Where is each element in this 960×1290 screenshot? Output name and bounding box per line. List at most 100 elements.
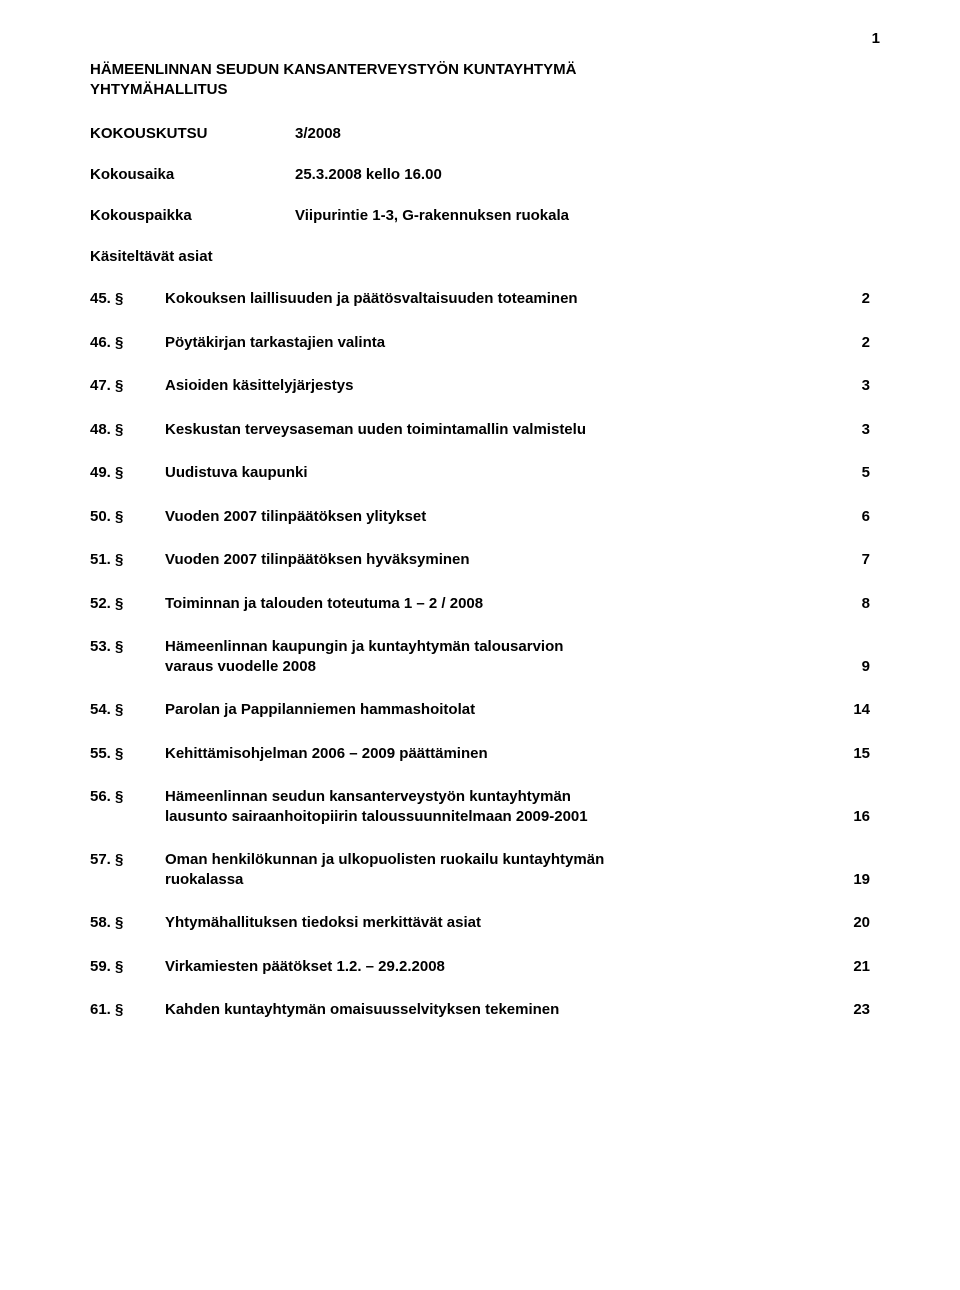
header-line-1: HÄMEENLINNAN SEUDUN KANSANTERVEYSTYÖN KU…: [90, 60, 870, 80]
agenda-item: 49. §Uudistuva kaupunki5: [90, 463, 870, 483]
agenda-item-text-wrap: Uudistuva kaupunki5: [165, 463, 870, 483]
agenda-item-text: Vuoden 2007 tilinpäätöksen hyväksyminen: [165, 550, 840, 570]
agenda-item-text: Asioiden käsittelyjärjestys: [165, 376, 840, 396]
document-header: HÄMEENLINNAN SEUDUN KANSANTERVEYSTYÖN KU…: [90, 60, 870, 99]
agenda-item-number: 61. §: [90, 1000, 165, 1020]
notice-value: 3/2008: [295, 125, 870, 142]
agenda-item-text: Uudistuva kaupunki: [165, 463, 840, 483]
agenda-item-text-line: lausunto sairaanhoitopiirin taloussuunni…: [165, 807, 840, 827]
agenda-item: 55. §Kehittämisohjelman 2006 – 2009 päät…: [90, 744, 870, 764]
agenda-item-text-wrap: Keskustan terveysaseman uuden toimintama…: [165, 420, 870, 440]
agenda-item-number: 52. §: [90, 594, 165, 614]
agenda-item-page: 6: [840, 507, 870, 527]
agenda-item-number: 47. §: [90, 376, 165, 396]
agenda-item-text-wrap: Vuoden 2007 tilinpäätöksen hyväksyminen7: [165, 550, 870, 570]
agenda-item-number: 49. §: [90, 463, 165, 483]
agenda-item-text-line: Hämeenlinnan kaupungin ja kuntayhtymän t…: [165, 637, 563, 657]
agenda-item-number: 57. §: [90, 850, 165, 889]
agenda-item-text: Kehittämisohjelman 2006 – 2009 päättämin…: [165, 744, 840, 764]
agenda-item-page: 2: [840, 289, 870, 309]
agenda-item-number: 45. §: [90, 289, 165, 309]
agenda-item-text-wrap: Vuoden 2007 tilinpäätöksen ylitykset6: [165, 507, 870, 527]
agenda-item: 56. §Hämeenlinnan seudun kansanterveysty…: [90, 787, 870, 826]
place-label: Kokouspaikka: [90, 207, 295, 224]
agenda-item-page: 7: [840, 550, 870, 570]
agenda-item-page: 9: [840, 657, 870, 677]
agenda-item-text-wrap: Yhtymähallituksen tiedoksi merkittävät a…: [165, 913, 870, 933]
agenda-item-page: 16: [840, 807, 870, 827]
agenda-item-lastline: varaus vuodelle 20089: [165, 657, 870, 677]
agenda-item-text: Vuoden 2007 tilinpäätöksen ylitykset: [165, 507, 840, 527]
agenda-item-number: 48. §: [90, 420, 165, 440]
agenda-item-text-wrap: Hämeenlinnan kaupungin ja kuntayhtymän t…: [165, 637, 870, 676]
agenda-item-page: 14: [840, 700, 870, 720]
agenda-item-number: 51. §: [90, 550, 165, 570]
agenda-item-lastline: ruokalassa19: [165, 870, 870, 890]
agenda-item-number: 56. §: [90, 787, 165, 826]
agenda-item: 58. §Yhtymähallituksen tiedoksi merkittä…: [90, 913, 870, 933]
agenda-item: 54. §Parolan ja Pappilanniemen hammashoi…: [90, 700, 870, 720]
time-value: 25.3.2008 kello 16.00: [295, 166, 870, 183]
agenda-item-text-line: varaus vuodelle 2008: [165, 657, 840, 677]
page-number: 1: [872, 30, 880, 47]
agenda-item: 52. §Toiminnan ja talouden toteutuma 1 –…: [90, 594, 870, 614]
agenda-item: 45. §Kokouksen laillisuuden ja päätösval…: [90, 289, 870, 309]
place-value: Viipurintie 1-3, G-rakennuksen ruokala: [295, 207, 870, 224]
agenda-item-number: 53. §: [90, 637, 165, 676]
agenda-item-number: 54. §: [90, 700, 165, 720]
agenda-title: Käsiteltävät asiat: [90, 248, 870, 265]
agenda-item: 57. §Oman henkilökunnan ja ulkopuolisten…: [90, 850, 870, 889]
agenda-item-text-wrap: Kehittämisohjelman 2006 – 2009 päättämin…: [165, 744, 870, 764]
agenda-item: 47. §Asioiden käsittelyjärjestys3: [90, 376, 870, 396]
agenda-item: 46. §Pöytäkirjan tarkastajien valinta2: [90, 333, 870, 353]
agenda-item-page: 3: [840, 420, 870, 440]
agenda-item: 50. §Vuoden 2007 tilinpäätöksen ylitykse…: [90, 507, 870, 527]
agenda-item-number: 55. §: [90, 744, 165, 764]
agenda-item: 48. §Keskustan terveysaseman uuden toimi…: [90, 420, 870, 440]
agenda-item-text-line: ruokalassa: [165, 870, 840, 890]
agenda-item: 51. §Vuoden 2007 tilinpäätöksen hyväksym…: [90, 550, 870, 570]
agenda-item-text: Kokouksen laillisuuden ja päätösvaltaisu…: [165, 289, 840, 309]
agenda-item-page: 8: [840, 594, 870, 614]
agenda-item-text: Yhtymähallituksen tiedoksi merkittävät a…: [165, 913, 840, 933]
agenda-list: 45. §Kokouksen laillisuuden ja päätösval…: [90, 289, 870, 1020]
agenda-item-number: 59. §: [90, 957, 165, 977]
agenda-item-text-wrap: Oman henkilökunnan ja ulkopuolisten ruok…: [165, 850, 870, 889]
agenda-item-text: Virkamiesten päätökset 1.2. – 29.2.2008: [165, 957, 840, 977]
agenda-item-text-wrap: Kokouksen laillisuuden ja päätösvaltaisu…: [165, 289, 870, 309]
agenda-item-page: 20: [840, 913, 870, 933]
agenda-item-page: 3: [840, 376, 870, 396]
agenda-item-lastline: lausunto sairaanhoitopiirin taloussuunni…: [165, 807, 870, 827]
meeting-time-row: Kokousaika 25.3.2008 kello 16.00: [90, 166, 870, 183]
agenda-item-text-wrap: Hämeenlinnan seudun kansanterveystyön ku…: [165, 787, 870, 826]
header-line-2: YHTYMÄHALLITUS: [90, 80, 870, 100]
agenda-item: 61. §Kahden kuntayhtymän omaisuusselvity…: [90, 1000, 870, 1020]
agenda-item-text: Pöytäkirjan tarkastajien valinta: [165, 333, 840, 353]
agenda-item-text-wrap: Parolan ja Pappilanniemen hammashoitolat…: [165, 700, 870, 720]
agenda-item-text: Toiminnan ja talouden toteutuma 1 – 2 / …: [165, 594, 840, 614]
agenda-item-page: 21: [840, 957, 870, 977]
agenda-item-text-wrap: Asioiden käsittelyjärjestys3: [165, 376, 870, 396]
agenda-item-number: 50. §: [90, 507, 165, 527]
agenda-item-text-line: Oman henkilökunnan ja ulkopuolisten ruok…: [165, 850, 604, 870]
time-label: Kokousaika: [90, 166, 295, 183]
agenda-item-text: Keskustan terveysaseman uuden toimintama…: [165, 420, 840, 440]
agenda-item-text: Kahden kuntayhtymän omaisuusselvityksen …: [165, 1000, 840, 1020]
meeting-place-row: Kokouspaikka Viipurintie 1-3, G-rakennuk…: [90, 207, 870, 224]
agenda-item-text-wrap: Virkamiesten päätökset 1.2. – 29.2.20082…: [165, 957, 870, 977]
agenda-item-text-wrap: Pöytäkirjan tarkastajien valinta2: [165, 333, 870, 353]
agenda-item-text-line: Hämeenlinnan seudun kansanterveystyön ku…: [165, 787, 571, 807]
agenda-item-page: 23: [840, 1000, 870, 1020]
agenda-item-text: Parolan ja Pappilanniemen hammashoitolat: [165, 700, 840, 720]
agenda-item-text-wrap: Kahden kuntayhtymän omaisuusselvityksen …: [165, 1000, 870, 1020]
agenda-item-number: 46. §: [90, 333, 165, 353]
meeting-info: KOKOUSKUTSU 3/2008 Kokousaika 25.3.2008 …: [90, 125, 870, 224]
agenda-item-page: 2: [840, 333, 870, 353]
agenda-item-page: 5: [840, 463, 870, 483]
agenda-item-text-wrap: Toiminnan ja talouden toteutuma 1 – 2 / …: [165, 594, 870, 614]
notice-label: KOKOUSKUTSU: [90, 125, 295, 142]
agenda-item-page: 15: [840, 744, 870, 764]
meeting-notice-row: KOKOUSKUTSU 3/2008: [90, 125, 870, 142]
agenda-item: 59. §Virkamiesten päätökset 1.2. – 29.2.…: [90, 957, 870, 977]
agenda-item-page: 19: [840, 870, 870, 890]
